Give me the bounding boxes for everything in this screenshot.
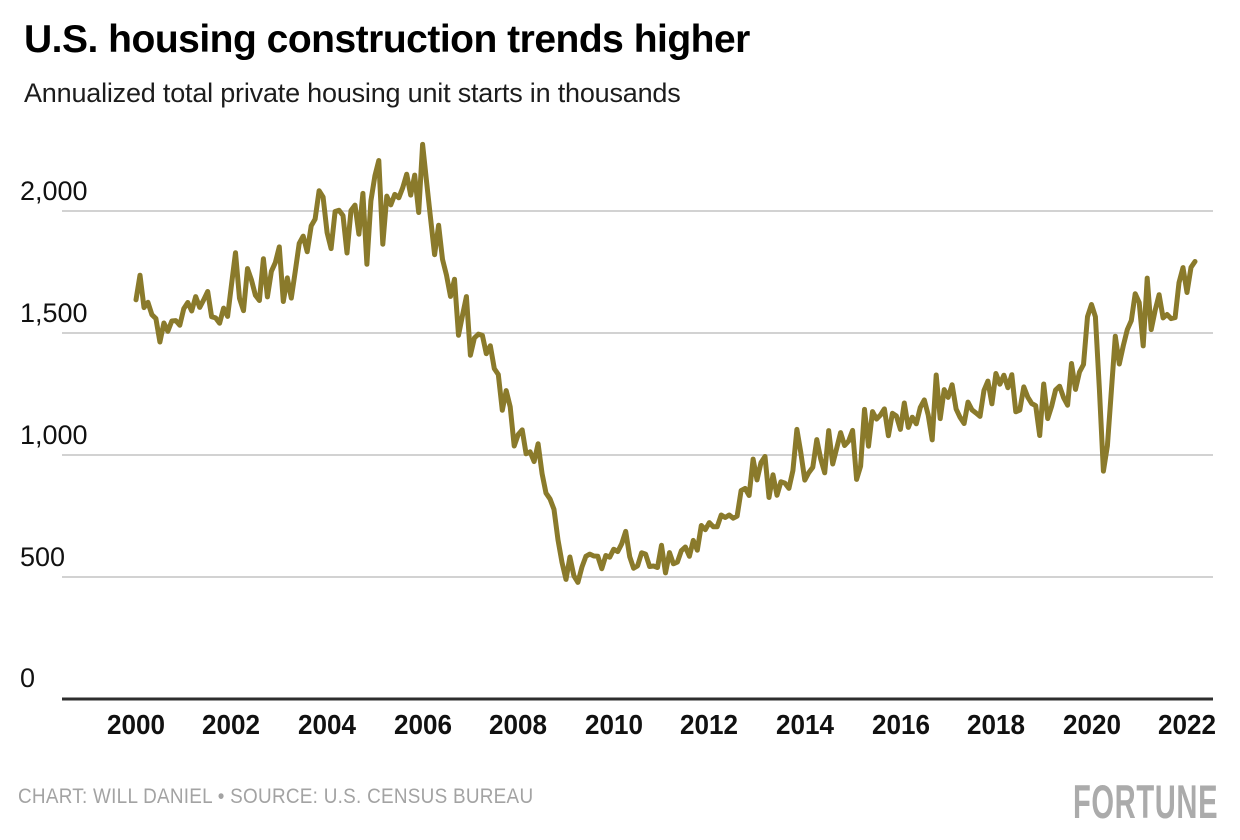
- y-axis-tick-label: 1,500: [20, 298, 88, 328]
- y-axis-tick-label: 0: [20, 663, 36, 693]
- credit-line: CHART: WILL DANIEL • SOURCE: U.S. CENSUS…: [18, 785, 534, 808]
- x-axis-tick-label: 2010: [585, 709, 643, 740]
- x-axis-tick-label: 2022: [1158, 709, 1216, 740]
- x-axis-tick-label: 2000: [107, 709, 165, 740]
- x-axis-tick-label: 2004: [298, 709, 356, 740]
- chart-title: U.S. housing construction trends higher: [24, 18, 750, 61]
- y-axis-tick-label: 500: [20, 542, 66, 572]
- x-axis-tick-label: 2020: [1063, 709, 1121, 740]
- x-axis-tick-label: 2002: [202, 709, 260, 740]
- housing-starts-line: [133, 141, 1198, 585]
- x-axis-tick-label: 2012: [680, 709, 738, 740]
- x-axis-tick-label: 2014: [776, 709, 834, 740]
- y-axis-tick-label: 2,000: [20, 176, 88, 206]
- y-axis-tick-label: 1,000: [20, 420, 88, 450]
- fortune-logo: FORTUNE: [1072, 775, 1218, 828]
- x-axis-tick-label: 2016: [872, 709, 930, 740]
- x-axis-tick-label: 2008: [489, 709, 547, 740]
- x-axis-tick-label: 2018: [967, 709, 1025, 740]
- x-axis-tick-label: 2006: [394, 709, 452, 740]
- chart-subtitle: Annualized total private housing unit st…: [24, 78, 681, 108]
